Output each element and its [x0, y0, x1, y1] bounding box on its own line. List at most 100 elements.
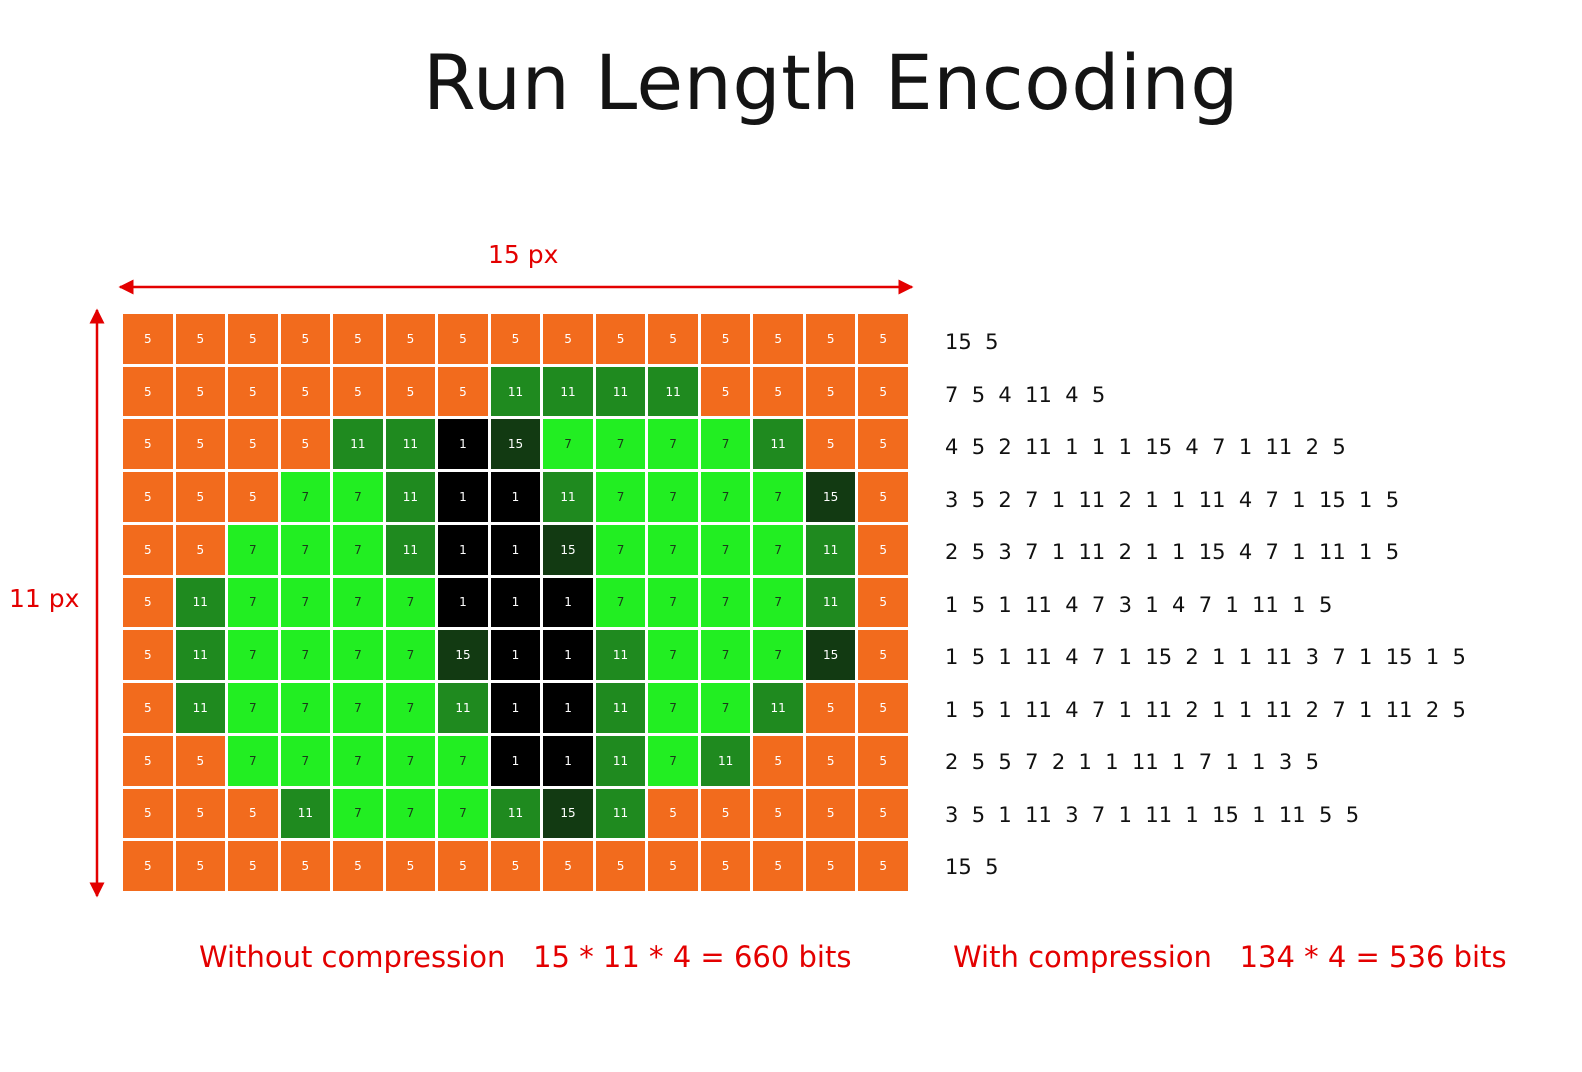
grid-cell: 5 [753, 366, 803, 417]
grid-cell: 7 [648, 683, 698, 733]
grid-cell: 7 [228, 683, 278, 733]
grid-cell: 5 [123, 683, 173, 733]
grid-cell: 7 [648, 577, 698, 628]
grid-cell: 5 [805, 735, 856, 786]
encoded-row: 4 5 2 11 1 1 1 15 4 7 1 11 2 5 [945, 435, 1346, 460]
page-title: Run Length Encoding [423, 38, 1239, 127]
grid-cell: 5 [648, 314, 698, 364]
grid-cell: 5 [228, 788, 278, 839]
encoded-rows: 15 5 7 5 4 11 4 5 4 5 2 11 1 1 1 15 4 7 1 … [945, 316, 1466, 894]
grid-cell: 7 [438, 735, 488, 786]
grid-cell: 7 [385, 683, 436, 733]
grid-cell: 7 [753, 524, 803, 575]
grid-cell: 5 [753, 841, 803, 891]
grid-cell: 5 [858, 366, 908, 417]
grid-cell: 7 [280, 630, 331, 681]
grid-cell: 7 [280, 472, 331, 522]
grid-cell: 11 [753, 419, 803, 470]
grid-cell: 11 [543, 472, 593, 522]
grid-cell: 7 [385, 630, 436, 681]
grid-cell: 5 [805, 841, 856, 891]
grid-cell: 15 [543, 788, 593, 839]
grid-cell: 7 [333, 683, 383, 733]
grid-cell: 5 [805, 683, 856, 733]
grid-cell: 11 [385, 472, 436, 522]
grid-cell: 5 [175, 366, 226, 417]
grid-cell: 11 [175, 577, 226, 628]
grid-cell: 1 [490, 472, 541, 522]
grid-cell: 5 [385, 366, 436, 417]
grid-cell: 5 [280, 419, 331, 470]
encoded-row: 3 5 2 7 1 11 2 1 1 11 4 7 1 15 1 5 [945, 487, 1400, 512]
grid-cell: 7 [333, 472, 383, 522]
grid-cell: 5 [333, 366, 383, 417]
grid-cell: 7 [333, 577, 383, 628]
encoded-row: 15 5 [945, 855, 999, 880]
encoded-row: 15 5 [945, 330, 999, 355]
grid-cell: 5 [123, 314, 173, 364]
grid-cell: 11 [648, 366, 698, 417]
grid-cell: 5 [700, 841, 751, 891]
grid-cell: 7 [228, 577, 278, 628]
grid-cell: 5 [858, 577, 908, 628]
encoded-row: 3 5 1 11 3 7 1 11 1 15 1 11 5 5 [945, 802, 1360, 827]
grid-cell: 7 [228, 630, 278, 681]
grid-cell: 11 [385, 524, 436, 575]
grid-cell: 1 [490, 524, 541, 575]
grid-cell: 5 [753, 314, 803, 364]
grid-cell: 7 [595, 419, 646, 470]
without-compression-text: Without compression 15 * 11 * 4 = 660 bi… [199, 940, 852, 974]
with-compression-text: With compression 134 * 4 = 536 bits [953, 940, 1507, 974]
grid-cell: 7 [700, 630, 751, 681]
grid-cell: 5 [280, 366, 331, 417]
grid-cell: 15 [805, 630, 856, 681]
grid-cell: 1 [438, 577, 488, 628]
grid-cell: 7 [700, 472, 751, 522]
grid-cell: 5 [700, 788, 751, 839]
grid-cell: 7 [228, 524, 278, 575]
grid-cell: 11 [280, 788, 331, 839]
grid-cell: 7 [543, 419, 593, 470]
grid-cell: 5 [858, 419, 908, 470]
grid-cell: 5 [175, 524, 226, 575]
grid-cell: 5 [333, 314, 383, 364]
encoded-row: 1 5 1 11 4 7 3 1 4 7 1 11 1 5 [945, 592, 1333, 617]
grid-cell: 7 [753, 472, 803, 522]
encoded-row: 2 5 3 7 1 11 2 1 1 15 4 7 1 11 1 5 [945, 540, 1400, 565]
grid-cell: 5 [123, 841, 173, 891]
grid-cell: 5 [543, 314, 593, 364]
grid-cell: 11 [595, 366, 646, 417]
grid-cell: 11 [385, 419, 436, 470]
grid-cell: 11 [700, 735, 751, 786]
grid-cell: 5 [858, 683, 908, 733]
grid-cell: 7 [280, 524, 331, 575]
grid-cell: 7 [648, 472, 698, 522]
grid-cell: 5 [228, 366, 278, 417]
grid-cell: 5 [753, 735, 803, 786]
pixel-grid: 5 5 5 5 5 5 5 5 5 5 5 5 5 5 5 5 5 5 5 5 5 5 11 11 11 11 5 5 5 5 5 5 5 5 11… [123, 314, 908, 891]
grid-cell: 5 [228, 314, 278, 364]
grid-cell: 5 [858, 841, 908, 891]
grid-cell: 7 [700, 683, 751, 733]
grid-cell: 5 [175, 419, 226, 470]
grid-cell: 5 [648, 841, 698, 891]
grid-cell: 5 [438, 314, 488, 364]
grid-cell: 5 [438, 366, 488, 417]
grid-cell: 7 [438, 788, 488, 839]
grid-cell: 5 [595, 841, 646, 891]
grid-cell: 5 [123, 788, 173, 839]
grid-cell: 7 [228, 735, 278, 786]
encoded-row: 1 5 1 11 4 7 1 11 2 1 1 11 2 7 1 11 2 5 [945, 697, 1466, 722]
grid-cell: 11 [490, 788, 541, 839]
grid-cell: 5 [175, 841, 226, 891]
grid-cell: 5 [385, 314, 436, 364]
grid-cell: 5 [490, 841, 541, 891]
grid-cell: 15 [490, 419, 541, 470]
encoded-row: 1 5 1 11 4 7 1 15 2 1 1 11 3 7 1 15 1 5 [945, 645, 1466, 670]
grid-cell: 1 [438, 472, 488, 522]
grid-cell: 5 [123, 630, 173, 681]
grid-cell: 5 [805, 314, 856, 364]
grid-cell: 5 [438, 841, 488, 891]
grid-cell: 5 [123, 735, 173, 786]
